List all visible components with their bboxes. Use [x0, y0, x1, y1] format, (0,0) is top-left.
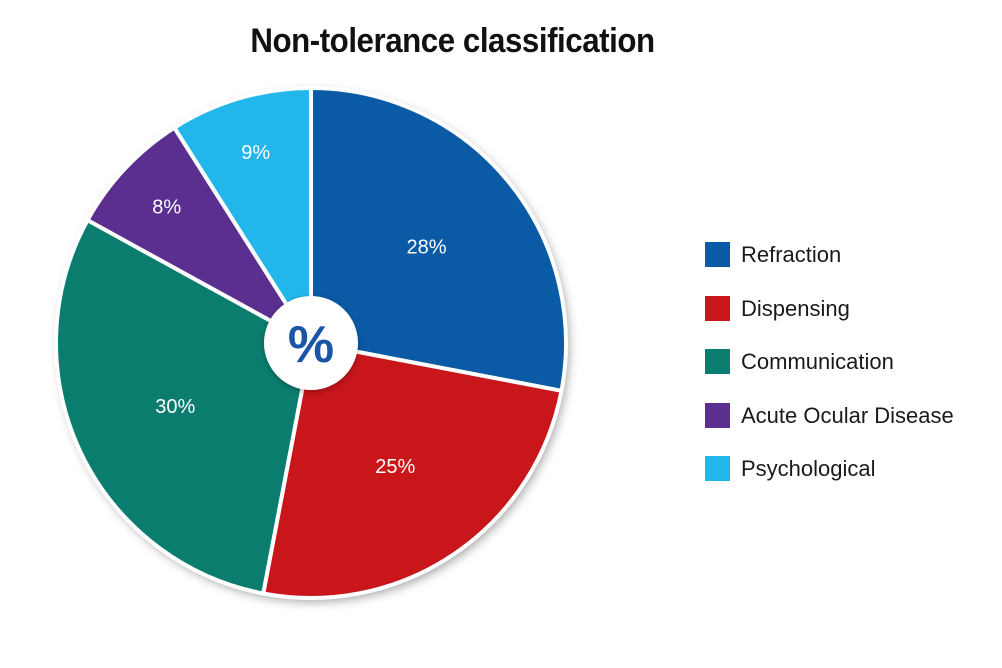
legend-swatch: [705, 349, 730, 374]
legend-item-refraction: Refraction: [705, 240, 995, 270]
legend-swatch: [705, 295, 730, 321]
legend-item-dispensing: Dispensing: [705, 294, 995, 324]
pie-slice-refraction: [309, 86, 568, 393]
legend-swatch: [705, 456, 730, 481]
pie-slice-dispensing: [261, 341, 564, 600]
center-badge: [264, 296, 358, 390]
slice-label-communication: 30%: [155, 396, 195, 418]
chart-title: Non-tolerance classification: [250, 22, 655, 60]
center-percent-symbol: %: [288, 316, 334, 374]
legend: Refraction Dispensing Communication Acute O…: [705, 240, 995, 508]
legend-swatch: [705, 402, 730, 428]
legend-label: Acute Ocular Disease: [741, 402, 954, 428]
legend-label: Psychological: [741, 456, 876, 481]
legend-label: Refraction: [741, 242, 842, 267]
slice-label-acute-ocular-disease: 8%: [152, 196, 181, 218]
pie-slice-acute-ocular-disease: [85, 125, 313, 345]
slice-label-psychological: 9%: [241, 142, 270, 164]
legend-label: Dispensing: [741, 295, 850, 321]
legend-swatch: [705, 242, 730, 267]
pie-slice-psychological: [172, 86, 313, 345]
slice-label-dispensing: 25%: [375, 456, 415, 478]
legend-item-psychological: Psychological: [705, 454, 995, 484]
pie-slice-communication: [54, 218, 313, 596]
legend-label: Communication: [741, 349, 894, 374]
legend-item-communication: Communication: [705, 347, 995, 377]
slice-label-refraction: 28%: [407, 236, 447, 258]
legend-item-acute-ocular-disease: Acute Ocular Disease: [705, 401, 995, 431]
